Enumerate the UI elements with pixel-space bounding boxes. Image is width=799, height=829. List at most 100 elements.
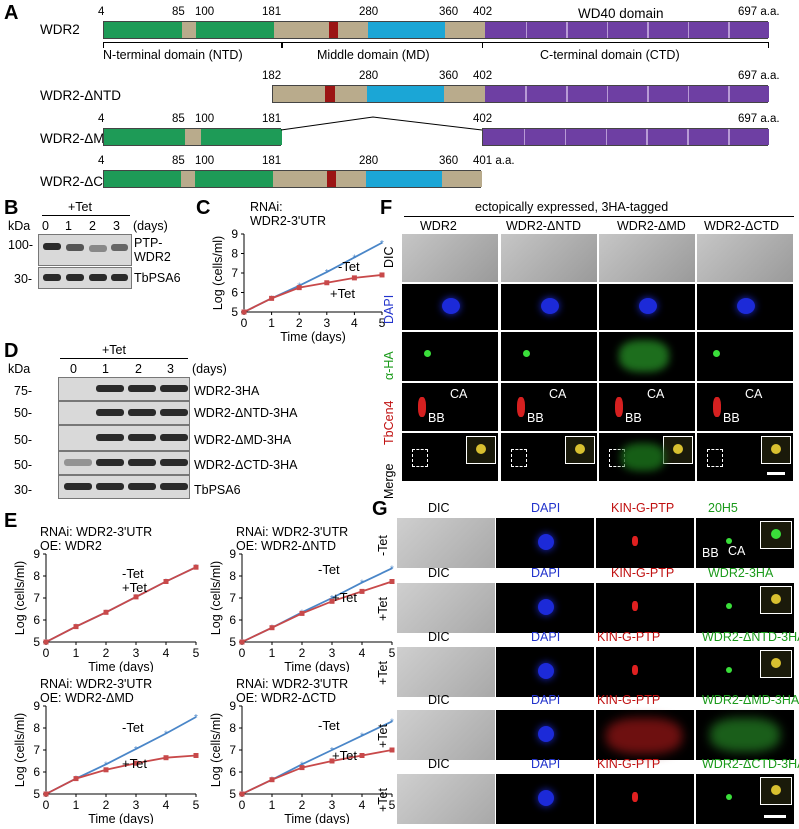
f-image-cen-4: CA BB <box>697 383 793 431</box>
nucleus-spot <box>541 298 559 314</box>
g-image-green-row1: BB CA <box>696 518 794 568</box>
x-tick-label: 0 <box>43 646 50 660</box>
data-point <box>193 564 199 570</box>
d-band <box>128 483 156 490</box>
bb-label: BB <box>527 411 544 425</box>
x-tick-label: 2 <box>103 646 110 660</box>
dmd-ntd-bar <box>103 128 282 146</box>
y-tick-label: 9 <box>231 227 238 241</box>
d-day-0: 0 <box>70 362 77 376</box>
y-axis-label: Log (cells/ml) <box>209 561 223 635</box>
y-tick-label: 7 <box>33 591 40 605</box>
d-band-dctd: WDR2-ΔCTD-3HA <box>194 458 298 472</box>
domain-segment <box>104 129 186 145</box>
dctd-domain-bar <box>103 170 482 188</box>
data-point <box>269 295 275 301</box>
d-band <box>160 434 188 441</box>
merge-roi-box <box>412 449 428 467</box>
wd-repeat-divider <box>605 129 608 145</box>
panel-label-c: C <box>196 197 211 219</box>
data-point <box>103 767 109 773</box>
x-axis-label: Time (days) <box>284 660 350 672</box>
x-tick-label: 0 <box>239 646 246 660</box>
d-band-wdr2: WDR2-3HA <box>194 384 260 398</box>
wd-repeat-divider <box>687 129 689 145</box>
series-line-plus-tet <box>45 754 197 795</box>
scale-bar <box>764 815 786 818</box>
bb-label: BB <box>625 411 642 425</box>
b-kda: kDa <box>8 219 31 233</box>
y-tick-label: 8 <box>33 721 40 735</box>
domain-segment <box>334 86 368 102</box>
f-image-dapi-4 <box>697 284 793 330</box>
tick-181: 181 <box>262 6 282 18</box>
data-point: * <box>390 564 394 575</box>
y-tick-label: 5 <box>229 787 236 801</box>
g-image-dic-row4 <box>397 710 495 760</box>
x-tick-label: 5 <box>389 798 396 812</box>
data-point: * <box>380 239 384 250</box>
y-tick-label: 9 <box>229 699 236 713</box>
g-image-dic-row5 <box>397 774 495 824</box>
wd-repeat-divider <box>566 22 568 38</box>
y-tick-label: 7 <box>231 266 238 280</box>
x-tick-label: 1 <box>269 798 276 812</box>
f-image-aha-1 <box>402 332 498 381</box>
g-caption-dapi: DAPI <box>531 501 561 515</box>
b-blot-tbpsa6 <box>38 267 132 289</box>
y-tick-label: 8 <box>229 569 236 583</box>
g-image-dapi-row4 <box>496 710 594 760</box>
g-caption-green: 20H5 <box>708 501 738 515</box>
cen4-spot <box>517 397 525 417</box>
dctd-tick-4: 4 <box>98 155 105 167</box>
d-band <box>128 434 156 441</box>
y-tick-label: 5 <box>229 635 236 649</box>
domain-segment <box>365 171 442 187</box>
data-point: * <box>325 268 329 279</box>
data-point: * <box>194 713 198 724</box>
cen4-spot <box>713 397 721 417</box>
data-point <box>73 776 79 782</box>
f-image-dic-2 <box>501 234 597 282</box>
domain-segment <box>326 171 337 187</box>
series-line-plus-tet <box>243 274 383 313</box>
legend-plus-tet: +Tet <box>332 748 357 763</box>
dntd-tick-360: 360 <box>439 70 459 82</box>
d-band-tbpsa6: TbPSA6 <box>194 483 241 497</box>
ha-spot <box>424 350 431 357</box>
y-tick-label: 8 <box>231 247 238 261</box>
g-image-red-row1 <box>596 518 694 568</box>
y-tick-label: 5 <box>33 787 40 801</box>
ca-label: CA <box>549 387 567 401</box>
nucleus-spot <box>737 298 755 314</box>
legend-plus-tet: +Tet <box>330 286 355 301</box>
dntd-tick-182: 182 <box>262 70 282 82</box>
chart-title: RNAi: <box>250 200 283 214</box>
x-tick-label: 5 <box>389 646 396 660</box>
data-point <box>299 765 305 771</box>
legend-minus-tet: -Tet <box>318 718 340 733</box>
g-image-dic-row1 <box>397 518 495 568</box>
dntd-tick-402: 402 <box>473 70 493 82</box>
chart-subtitle: OE: WDR2-ΔMD <box>40 691 134 705</box>
x-tick-label: 2 <box>296 316 303 330</box>
f-image-cen-1: CA BB <box>402 383 498 431</box>
ca-label: CA <box>745 387 763 401</box>
data-point <box>359 588 365 594</box>
g-inset <box>760 586 792 614</box>
x-tick-label: 3 <box>329 646 336 660</box>
wdr2-domain-bar <box>103 21 769 39</box>
x-tick-label: 1 <box>269 646 276 660</box>
dctd-tick-280: 280 <box>359 155 379 167</box>
d-marker-50b: 50- <box>14 433 33 447</box>
x-tick-label: 4 <box>359 798 366 812</box>
f-image-dapi-2 <box>501 284 597 330</box>
data-point <box>329 598 335 604</box>
y-axis-label: Log (cells/ml) <box>13 713 27 787</box>
b-tet-line <box>42 215 130 216</box>
data-point: * <box>352 253 356 264</box>
domain-segment <box>444 22 485 38</box>
f-row-merge: Merge <box>382 463 396 499</box>
